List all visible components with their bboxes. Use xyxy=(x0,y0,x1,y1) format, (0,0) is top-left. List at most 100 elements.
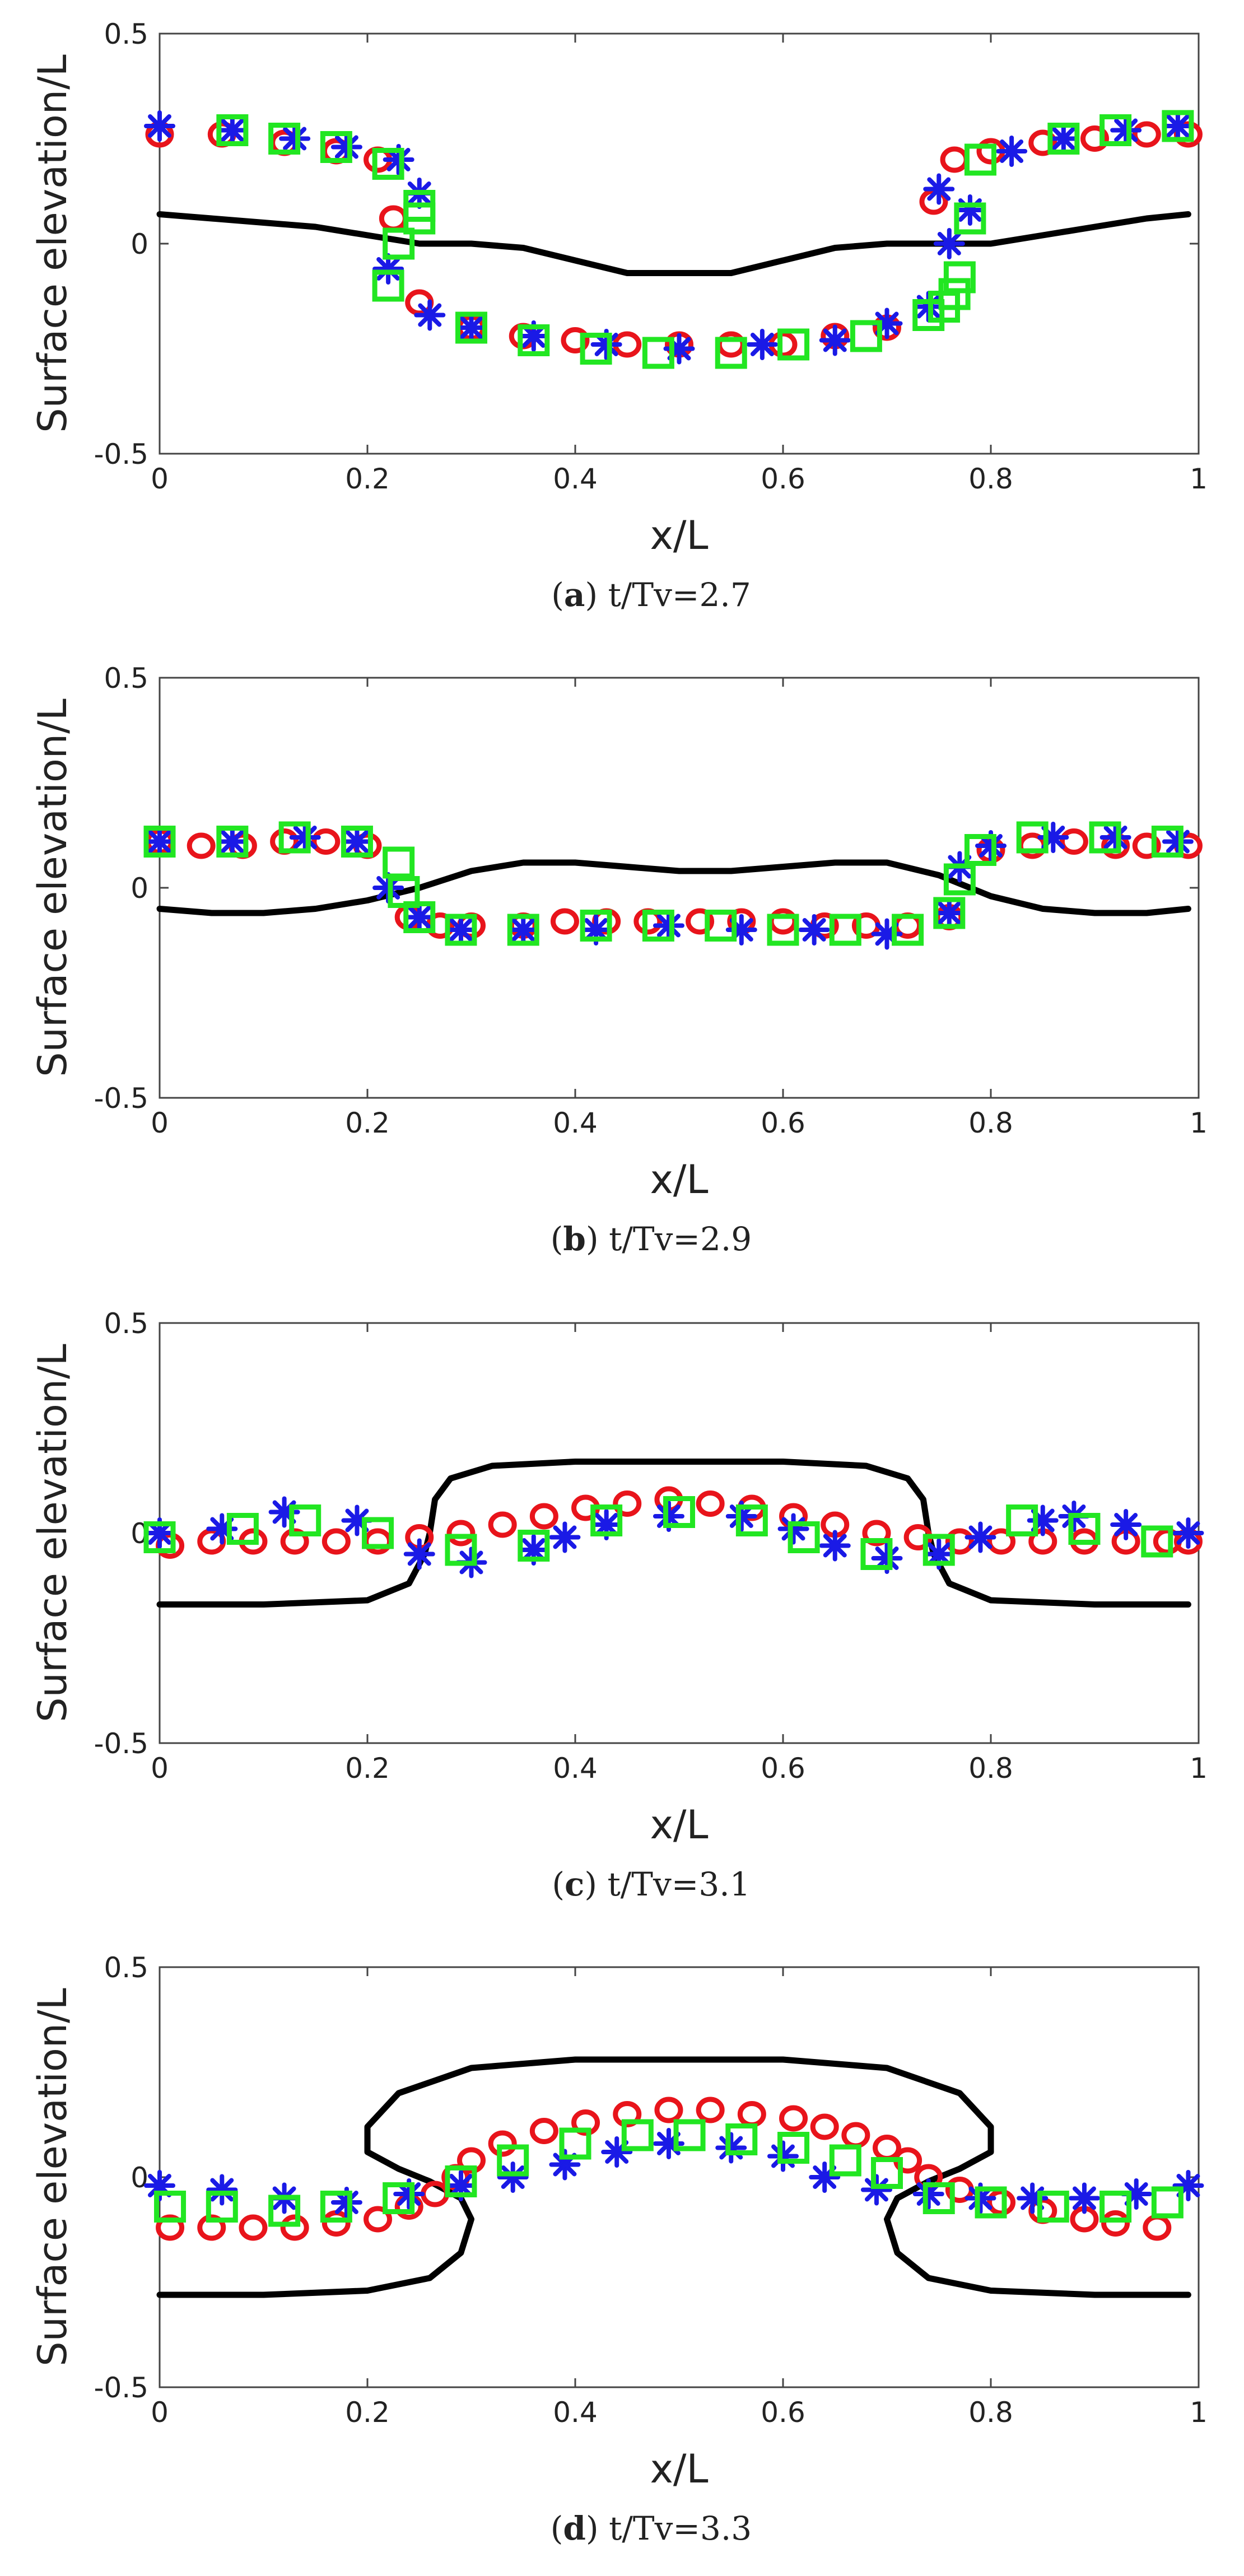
square-marker xyxy=(1047,123,1080,155)
circle-marker xyxy=(488,1511,517,1538)
x-tick-label: 0.8 xyxy=(968,2396,1013,2429)
y-tick-label: 0.5 xyxy=(104,1307,148,1340)
star-stroke xyxy=(594,1513,618,1536)
star-marker xyxy=(414,299,446,331)
caption-paren-open: ( xyxy=(551,1220,563,1258)
square-marker xyxy=(507,914,539,946)
square-marker xyxy=(975,2186,1007,2219)
circle-marker xyxy=(1028,129,1057,156)
circle-marker xyxy=(654,2097,683,2123)
x-tick-label: 0.6 xyxy=(761,1752,805,1785)
x-tick-label: 0.6 xyxy=(761,463,805,495)
square-marker xyxy=(829,2144,861,2177)
square-marker xyxy=(518,1530,550,1562)
x-tick-label: 0.4 xyxy=(553,1752,598,1785)
star-marker xyxy=(1099,822,1131,853)
square-marker xyxy=(278,821,311,854)
circle-marker xyxy=(1080,125,1109,152)
star-stroke xyxy=(407,1542,431,1566)
square-marker xyxy=(590,1504,623,1536)
circle-marker xyxy=(529,1503,558,1530)
x-tick-label: 0.2 xyxy=(345,1107,390,1139)
star-stroke xyxy=(823,1534,847,1558)
star-marker xyxy=(341,826,373,858)
square-marker xyxy=(226,1513,259,1545)
y-tick-label: 0 xyxy=(131,872,148,905)
star-stroke xyxy=(553,1525,577,1549)
x-axis-label: x/L xyxy=(650,1157,708,1203)
square-marker xyxy=(715,337,747,369)
circle-marker xyxy=(737,2101,766,2127)
caption-letter: c xyxy=(565,1865,584,1903)
star-stroke xyxy=(584,918,608,942)
star-marker xyxy=(871,1543,903,1574)
star-stroke xyxy=(283,127,307,151)
y-tick-label: 0 xyxy=(131,2162,148,2194)
circle-marker xyxy=(239,2214,268,2241)
circle-marker xyxy=(280,1528,309,1555)
square-marker xyxy=(559,2127,591,2160)
square-marker xyxy=(497,2144,529,2177)
star-stroke xyxy=(750,333,774,356)
star-stroke xyxy=(1051,127,1075,151)
circle-marker xyxy=(987,2189,1016,2216)
y-tick-label: 0.5 xyxy=(104,1951,148,1984)
x-tick-label: 1 xyxy=(1190,1752,1208,1785)
square-marker xyxy=(871,2157,903,2189)
x-tick-label: 0.6 xyxy=(761,2396,805,2429)
star-stroke xyxy=(656,914,681,938)
square-marker xyxy=(445,2165,477,2197)
square-marker xyxy=(341,826,373,858)
caption-text: t/Tv=2.9 xyxy=(609,1220,752,1258)
star-marker xyxy=(746,329,778,360)
star-stroke xyxy=(1072,2186,1096,2210)
square-marker xyxy=(216,114,249,146)
square-marker xyxy=(455,311,487,344)
y-tick-label: -0.5 xyxy=(94,2372,148,2404)
star-stroke xyxy=(376,257,400,281)
star-stroke xyxy=(449,918,473,942)
star-stroke xyxy=(968,2186,993,2210)
series-curve xyxy=(156,211,1191,276)
x-tick-label: 1 xyxy=(1190,1107,1208,1139)
square-marker xyxy=(320,2191,352,2223)
circle-marker xyxy=(1101,2210,1130,2237)
panel-caption: (c) t/Tv=3.1 xyxy=(552,1865,750,1903)
series-circles xyxy=(145,121,1203,358)
plot-frame xyxy=(159,1966,1200,2388)
x-axis-label: x/L xyxy=(650,2446,708,2492)
panel-caption: (a) t/Tv=2.7 xyxy=(551,576,751,614)
star-marker xyxy=(653,910,684,942)
series-curve xyxy=(156,1459,1191,1608)
circle-marker xyxy=(379,205,408,232)
square-marker xyxy=(850,320,882,352)
circle-marker xyxy=(696,2097,725,2123)
star-stroke xyxy=(345,830,369,854)
star-stroke xyxy=(148,830,171,854)
star-stroke xyxy=(1176,1521,1200,1545)
square-marker xyxy=(1068,1513,1101,1545)
star-stroke xyxy=(1166,114,1190,138)
y-axis-label: Surface elevation/L xyxy=(30,1988,76,2367)
star-marker xyxy=(1162,110,1194,142)
x-tick-label: 0.2 xyxy=(345,2396,390,2429)
surface-curve-line xyxy=(156,2056,1191,2298)
y-tick-label: -0.5 xyxy=(94,1082,148,1115)
square-marker xyxy=(663,1496,695,1528)
square-marker xyxy=(1151,2186,1184,2219)
star-marker xyxy=(715,2132,747,2164)
square-marker xyxy=(216,826,249,858)
star-stroke xyxy=(511,918,535,942)
circle-marker xyxy=(488,2130,517,2157)
square-marker xyxy=(383,2182,415,2214)
star-stroke xyxy=(719,2136,743,2160)
surface-curve-line xyxy=(156,1459,1191,1608)
star-stroke xyxy=(293,826,317,849)
square-marker xyxy=(777,328,810,361)
star-marker xyxy=(216,114,248,146)
square-marker xyxy=(964,834,996,866)
star-stroke xyxy=(875,1546,899,1570)
star-stroke xyxy=(220,830,244,854)
star-stroke xyxy=(407,905,431,929)
